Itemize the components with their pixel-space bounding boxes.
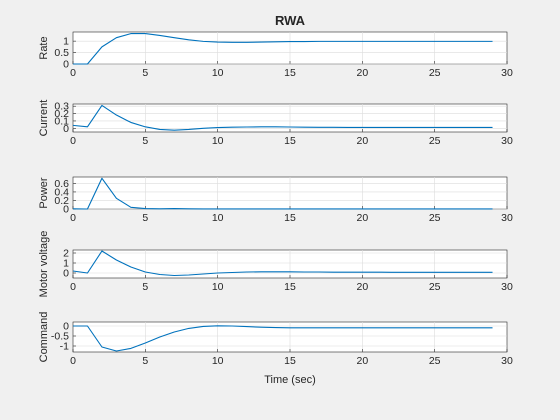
power-xtick-label-30: 30: [501, 212, 513, 224]
power-xtick-label-20: 20: [356, 212, 368, 224]
command-ytick-label-2: 0: [63, 321, 69, 333]
current-ytick-label-2: 0.2: [54, 108, 69, 120]
command-ylabel: Command: [38, 312, 50, 363]
current-xtick-label-25: 25: [429, 135, 441, 147]
current-xtick-label-15: 15: [284, 135, 296, 147]
rate-xtick-label-5: 5: [142, 67, 148, 79]
subplot-current: 0 5 10 15 20 25 30 00.10.20.3 Current: [38, 100, 513, 147]
command-xtick-label-30: 30: [501, 355, 513, 367]
command-xtick-label-10: 10: [212, 355, 224, 367]
command-xtick-label-20: 20: [356, 355, 368, 367]
power-xtick-label-25: 25: [429, 212, 441, 224]
motor-voltage-ytick-label-2: 2: [63, 248, 69, 260]
current-xtick-label-20: 20: [356, 135, 368, 147]
subplot-command: 0 5 10 15 20 25 30 -1-0.50 Command Time (sec): [38, 312, 513, 386]
power-xtick-label-0: 0: [70, 212, 76, 224]
power-ytick-label-1: 0.2: [54, 195, 69, 207]
power-xtick-label-15: 15: [284, 212, 296, 224]
x-axis-label: Time (sec): [264, 374, 316, 386]
power-ylabel: Power: [38, 177, 50, 209]
power-series-line: [72, 177, 493, 210]
command-xtick-label-25: 25: [429, 355, 441, 367]
current-ytick-label-1: 0.1: [54, 115, 69, 127]
current-xtick-label-10: 10: [212, 135, 224, 147]
subplot-rate: 0 5 10 15 20 25 30 00.51 Rate: [38, 31, 513, 79]
rate-xtick-label-15: 15: [284, 67, 296, 79]
current-ytick-label-3: 0.3: [54, 101, 69, 113]
motor-voltage-xtick-label-10: 10: [212, 281, 224, 293]
current-ylabel: Current: [38, 100, 50, 137]
current-xtick-label-30: 30: [501, 135, 513, 147]
power-xtick-label-10: 10: [212, 212, 224, 224]
subplot-power: 0 5 10 15 20 25 30 00.20.40.6 Power: [38, 176, 513, 224]
current-ytick-label-0: 0: [63, 123, 69, 135]
rate-xtick-label-25: 25: [429, 67, 441, 79]
power-ytick-label-0: 0: [63, 204, 69, 216]
command-ytick-label-1: -0.5: [51, 331, 69, 343]
command-xtick-label-15: 15: [284, 355, 296, 367]
power-xtick-label-5: 5: [142, 212, 148, 224]
motor-voltage-xtick-label-15: 15: [284, 281, 296, 293]
figure-title: RWA: [275, 13, 306, 28]
subplot-motor-voltage: 0 5 10 15 20 25 30 012 Motor voltage: [38, 231, 513, 298]
current-xtick-label-0: 0: [70, 135, 76, 147]
rate-xtick-label-0: 0: [70, 67, 76, 79]
rate-ytick-label-1: 0.5: [54, 47, 69, 59]
motor-voltage-series-line: [72, 250, 493, 277]
motor-voltage-xtick-label-5: 5: [142, 281, 148, 293]
power-ytick-label-3: 0.6: [54, 178, 69, 190]
motor-voltage-xtick-label-25: 25: [429, 281, 441, 293]
motor-voltage-xtick-label-0: 0: [70, 281, 76, 293]
motor-voltage-ylabel: Motor voltage: [38, 231, 50, 298]
motor-voltage-ytick-label-0: 0: [63, 268, 69, 280]
rate-ytick-label-0: 0: [63, 59, 69, 71]
rate-xtick-label-30: 30: [501, 67, 513, 79]
command-ytick-label-0: -1: [60, 341, 69, 353]
motor-voltage-ytick-label-1: 1: [63, 258, 69, 270]
current-series-line: [72, 104, 493, 131]
command-xtick-label-0: 0: [70, 355, 76, 367]
command-series-line: [73, 325, 493, 352]
rate-ylabel: Rate: [38, 36, 50, 59]
power-ytick-label-2: 0.4: [54, 186, 69, 198]
motor-voltage-xtick-label-30: 30: [501, 281, 513, 293]
rate-series-line: [73, 33, 493, 65]
rate-ytick-label-2: 1: [63, 36, 69, 48]
command-xtick-label-5: 5: [142, 355, 148, 367]
current-xtick-label-5: 5: [142, 135, 148, 147]
motor-voltage-xtick-label-20: 20: [356, 281, 368, 293]
rate-xtick-label-20: 20: [356, 67, 368, 79]
rate-xtick-label-10: 10: [212, 67, 224, 79]
